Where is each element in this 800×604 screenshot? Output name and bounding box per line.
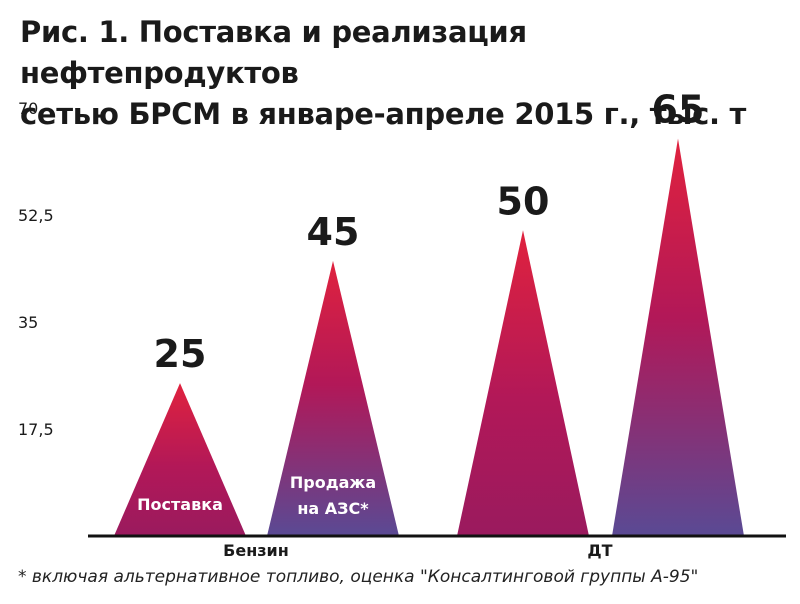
x-category-label: Бензин: [223, 541, 289, 560]
triangle-bar: [457, 230, 589, 537]
supply-inner-label: Поставка: [137, 495, 223, 514]
chart-title-line-1: Рис. 1. Поставка и реализация нефтепроду…: [20, 15, 527, 90]
triangle-bar: [267, 260, 399, 536]
data-label: 65: [652, 88, 705, 132]
y-tick-label: 35: [18, 313, 38, 332]
data-label: 25: [154, 332, 207, 376]
y-tick-label: 17,5: [18, 420, 54, 439]
data-label: 45: [307, 210, 360, 254]
sale-inner-label: Продажа: [290, 473, 376, 492]
chart-title-line-2: сетью БРСМ в январе-апреле 2015 г., тыс.…: [20, 97, 747, 131]
triangle-bar: [114, 383, 246, 536]
y-tick-label: 70: [18, 99, 38, 118]
data-label: 50: [497, 179, 550, 223]
chart-title: Рис. 1. Поставка и реализация нефтепроду…: [20, 12, 790, 135]
footnote: * включая альтернативное топливо, оценка…: [18, 567, 699, 587]
x-category-label: ДТ: [587, 541, 612, 560]
chart-marks: 17,5 35 52,5 70 25 50 45 65 Поставка Продажа на АЗ…: [18, 88, 786, 560]
triangle-bar: [612, 138, 744, 537]
y-tick-label: 52,5: [18, 206, 54, 225]
sale-inner-label: на АЗС*: [297, 499, 369, 518]
